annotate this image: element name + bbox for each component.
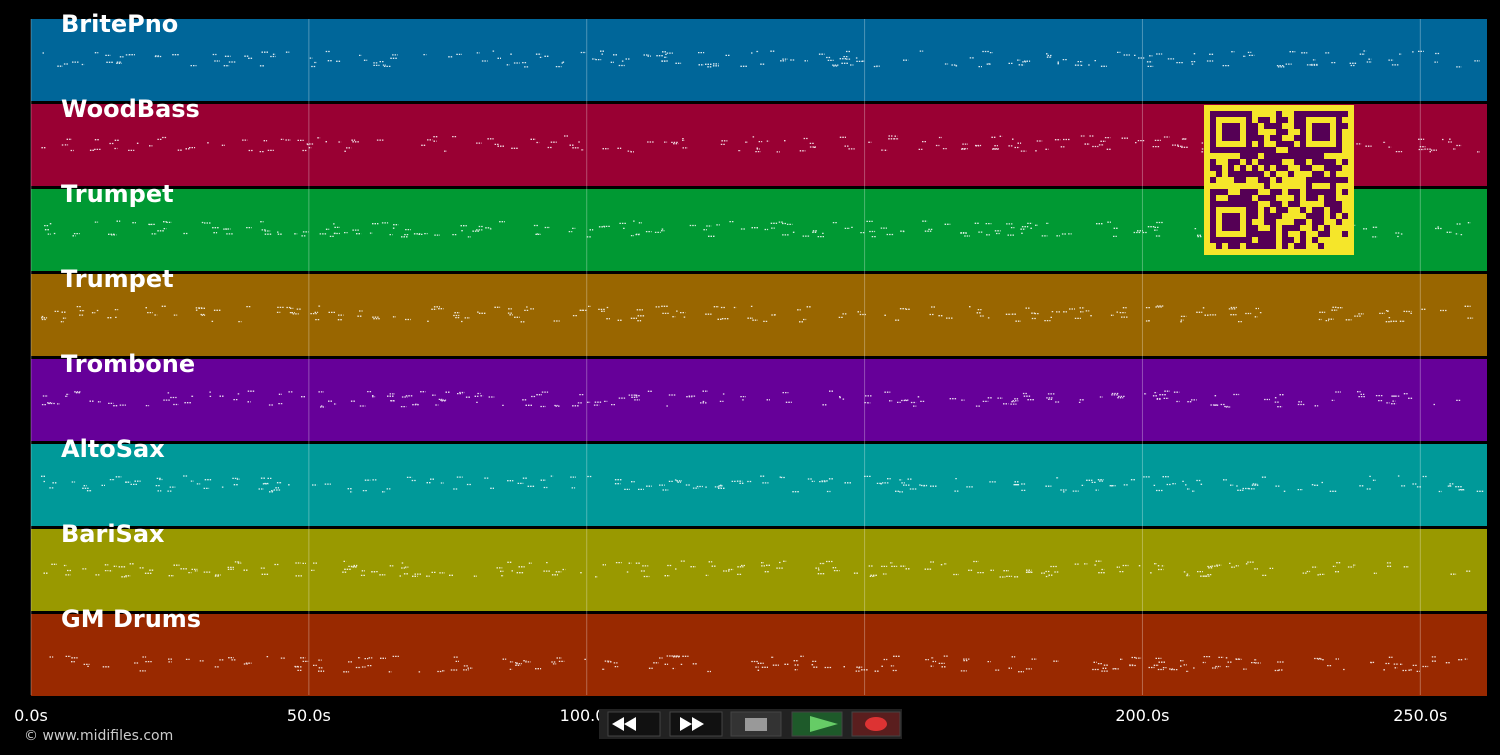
track-lane [31, 359, 1487, 441]
note-texture [43, 560, 1471, 578]
track-lane [31, 19, 1487, 101]
qr-code [1204, 105, 1354, 255]
record-button[interactable] [851, 711, 901, 737]
note-texture [49, 655, 1468, 673]
note-texture [41, 390, 1461, 408]
track-lane [31, 614, 1487, 696]
note-texture [42, 50, 1480, 68]
track-name: Trombone [61, 350, 195, 378]
tick-label: 50.0s [287, 706, 331, 725]
play-button[interactable] [791, 711, 843, 737]
track-name: AltoSax [61, 435, 165, 463]
stop-button[interactable] [730, 711, 782, 737]
track-name: BritePno [61, 10, 178, 38]
track-lane [31, 444, 1487, 526]
transport [599, 709, 902, 739]
fast-forward-button[interactable] [669, 711, 723, 737]
tick-label: 0.0s [14, 706, 48, 725]
note-texture [41, 475, 1484, 493]
track-lane [31, 274, 1487, 356]
tick-label: 200.0s [1115, 706, 1169, 725]
grid [30, 19, 1421, 695]
qr-modules [1210, 111, 1348, 249]
track-lane [31, 529, 1487, 611]
rewind-button[interactable] [607, 711, 661, 737]
note-texture [41, 305, 1474, 323]
track-name: GM Drums [61, 605, 201, 633]
footer: © www.midifiles.com [24, 728, 173, 744]
tick-label: 250.0s [1393, 706, 1447, 725]
track-name: WoodBass [61, 95, 200, 123]
track-name: Trumpet [61, 265, 174, 293]
track-name: BariSax [61, 520, 165, 548]
track-name: Trumpet [61, 180, 174, 208]
